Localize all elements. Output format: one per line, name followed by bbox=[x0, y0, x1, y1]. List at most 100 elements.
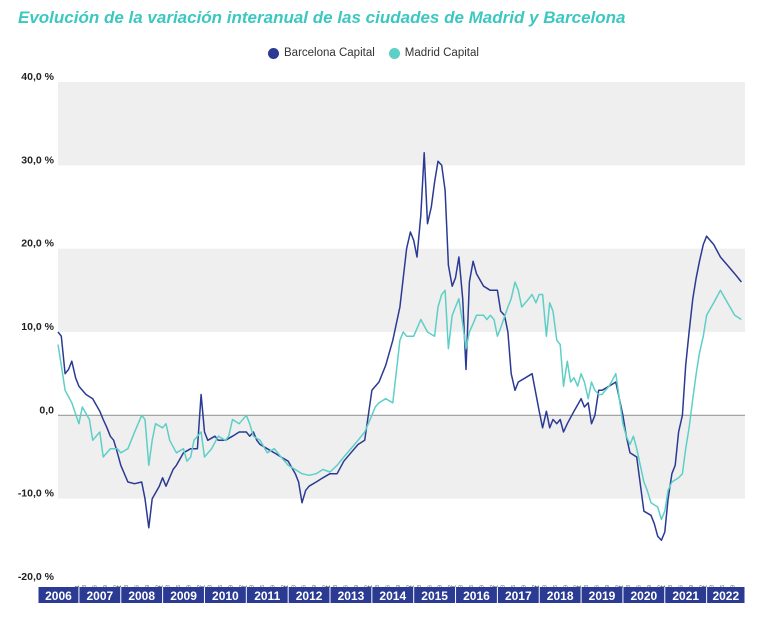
year-label: 2007 bbox=[86, 589, 113, 603]
x-tick-label: 1 bbox=[410, 585, 416, 588]
x-tick-label: 3 bbox=[626, 585, 632, 588]
year-label: 2015 bbox=[421, 589, 448, 603]
x-tick-label: 6 bbox=[720, 585, 726, 588]
series-line-barcelona bbox=[57, 152, 742, 542]
year-label: 2018 bbox=[547, 589, 574, 603]
x-tick-label: 3 bbox=[459, 585, 465, 588]
y-tick-label: 20,0 % bbox=[21, 238, 54, 250]
year-cell bbox=[539, 587, 581, 603]
year-label: 2008 bbox=[128, 589, 155, 603]
x-tick-label: 6 bbox=[595, 585, 601, 588]
x-tick-label: 1 bbox=[703, 585, 709, 588]
year-cell bbox=[414, 587, 456, 603]
year-cell bbox=[38, 587, 79, 603]
x-tick-label: 9 bbox=[396, 585, 402, 588]
year-cell bbox=[372, 587, 414, 603]
x-tick-label: 9 bbox=[103, 585, 109, 588]
legend-label-madrid: Madrid Capital bbox=[404, 47, 479, 59]
year-label: 2011 bbox=[254, 589, 280, 603]
x-tick-label: 9 bbox=[354, 585, 360, 588]
x-tick-label: 9 bbox=[187, 585, 193, 588]
year-label: 2009 bbox=[170, 589, 197, 603]
year-cell bbox=[163, 587, 204, 603]
year-cell bbox=[246, 587, 288, 603]
year-label: 2021 bbox=[672, 589, 699, 603]
year-cell bbox=[707, 587, 745, 603]
y-tick-label: 0,0 bbox=[39, 404, 54, 416]
x-tick-label: 1 bbox=[117, 585, 123, 588]
x-tick-label: 1 bbox=[661, 585, 667, 588]
x-tick-label: 3 bbox=[166, 585, 172, 588]
x-tick-label: 3 bbox=[501, 585, 507, 588]
year-cell bbox=[79, 587, 121, 603]
year-label: 2019 bbox=[589, 589, 616, 603]
x-tick-label: 1 bbox=[577, 585, 583, 588]
x-tick-label: 3 bbox=[710, 585, 716, 588]
x-tick-label: 1 bbox=[619, 585, 625, 588]
year-cell bbox=[121, 587, 163, 603]
year-cell bbox=[623, 587, 665, 603]
x-tick-label: 3 bbox=[291, 585, 297, 588]
x-tick-label: 3 bbox=[375, 585, 381, 588]
legend-item-madrid[interactable]: Madrid Capital bbox=[388, 47, 479, 59]
x-tick-label: 9 bbox=[229, 585, 235, 588]
chart-title: Evolución de la variación interanual de … bbox=[18, 8, 626, 27]
x-tick-label: 9 bbox=[270, 585, 276, 588]
x-tick-label: 1 bbox=[200, 585, 206, 588]
x-tick-label: 6 bbox=[637, 585, 643, 588]
year-cell bbox=[288, 587, 330, 603]
x-tick-label: 1 bbox=[368, 585, 374, 588]
grid-band bbox=[58, 415, 745, 499]
legend: Barcelona Capital Madrid Capital bbox=[268, 47, 479, 59]
x-tick-label: 9 bbox=[438, 585, 444, 588]
y-tick-label: 30,0 % bbox=[21, 154, 54, 166]
x-tick-label: 3 bbox=[542, 585, 548, 588]
y-tick-label: 40,0 % bbox=[21, 71, 54, 83]
x-tick-label: 6 bbox=[511, 585, 517, 588]
x-tick-label: 6 bbox=[469, 585, 475, 588]
x-tick-label: 1 bbox=[75, 585, 81, 588]
x-tick-label: 3 bbox=[668, 585, 674, 588]
year-label: 2013 bbox=[338, 589, 365, 603]
x-tick-label: 3 bbox=[584, 585, 590, 588]
x-tick-label: 9 bbox=[312, 585, 318, 588]
year-cell bbox=[497, 587, 539, 603]
legend-item-barcelona[interactable]: Barcelona Capital bbox=[268, 47, 375, 59]
year-cell bbox=[204, 587, 246, 603]
x-tick-label: 3 bbox=[208, 585, 214, 588]
x-tick-label: 9 bbox=[689, 585, 695, 588]
x-tick-label: 6 bbox=[260, 585, 266, 588]
x-tick-label: 6 bbox=[427, 585, 433, 588]
x-tick-label: 6 bbox=[678, 585, 684, 588]
x-tick-label: 1 bbox=[452, 585, 458, 588]
year-label: 2016 bbox=[463, 589, 490, 603]
x-tick-label: 3 bbox=[249, 585, 255, 588]
x-tick-label: 1 bbox=[326, 585, 332, 588]
x-tick-label: 6 bbox=[134, 585, 140, 588]
year-cell bbox=[581, 587, 623, 603]
year-label: 2006 bbox=[45, 589, 72, 603]
year-cell bbox=[330, 587, 372, 603]
y-tick-label: 10,0 % bbox=[21, 321, 54, 333]
x-tick-label: 9 bbox=[731, 585, 737, 588]
x-tick-label: 6 bbox=[385, 585, 391, 588]
x-tick-label: 1 bbox=[535, 585, 541, 588]
x-tick-label: 9 bbox=[145, 585, 151, 588]
year-label: 2014 bbox=[379, 589, 406, 603]
grid-band bbox=[58, 82, 745, 166]
x-tick-label: 3 bbox=[82, 585, 88, 588]
y-tick-label: -10,0 % bbox=[18, 488, 55, 500]
year-cell bbox=[665, 587, 707, 603]
x-tick-label: 1 bbox=[159, 585, 165, 588]
y-tick-label: -20,0 % bbox=[18, 571, 55, 583]
x-tick-label: 3 bbox=[333, 585, 339, 588]
x-tick-label: 1 bbox=[284, 585, 290, 588]
x-tick-label: 6 bbox=[344, 585, 350, 588]
year-label: 2010 bbox=[212, 589, 239, 603]
legend-label-barcelona: Barcelona Capital bbox=[284, 47, 375, 59]
x-tick-label: 6 bbox=[218, 585, 224, 588]
legend-marker-madrid bbox=[388, 47, 400, 59]
year-label: 2012 bbox=[296, 589, 323, 603]
x-tick-label: 9 bbox=[563, 585, 569, 588]
x-tick-label: 6 bbox=[302, 585, 308, 588]
